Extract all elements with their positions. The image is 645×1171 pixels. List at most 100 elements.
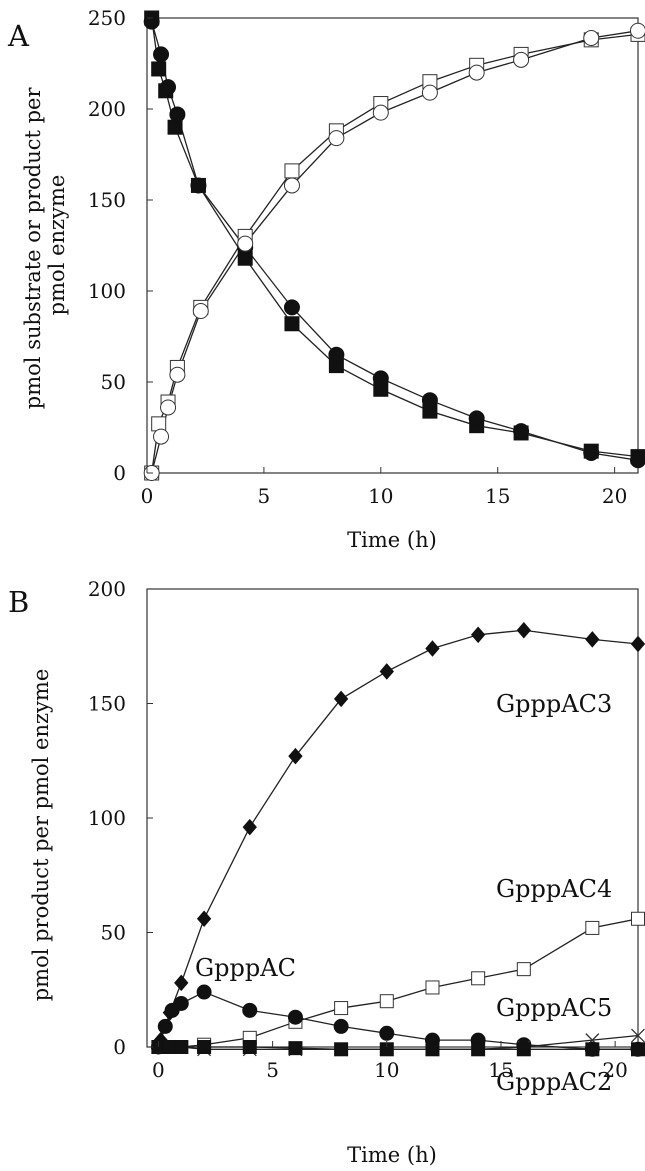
x-axis-label-b: Time (h) — [347, 1143, 437, 1167]
data-point-a-1-11 — [513, 423, 530, 440]
data-point-b-0-7 — [379, 663, 394, 680]
data-point-b-4-3 — [197, 1040, 212, 1054]
data-point-b-0-8 — [425, 640, 440, 657]
data-point-b-2-8 — [379, 1025, 395, 1041]
data-point-b-4-2 — [174, 1040, 189, 1054]
data-point-b-0-2 — [174, 974, 189, 992]
data-point-a-1-6 — [283, 299, 300, 316]
data-point-b-2-6 — [287, 1009, 303, 1025]
data-point-b-4-9 — [471, 1042, 486, 1057]
data-point-b-0-6 — [333, 690, 349, 708]
x-axis-label-a: Time (h) — [347, 528, 437, 552]
x-tick-label-b-3: 15 — [488, 1058, 513, 1082]
y-tick-label-a-5: 250 — [88, 6, 126, 30]
y-axis-label-a-line2: pmol enzyme — [45, 175, 69, 316]
y-tick-label-a-1: 50 — [101, 370, 126, 394]
y-tick-label-a-0: 0 — [113, 461, 126, 485]
data-point-a-3-12 — [583, 30, 600, 47]
data-point-a-3-8 — [372, 104, 389, 121]
y-tick-label-b-2: 100 — [88, 806, 126, 830]
panel-letter-b: B — [8, 585, 29, 619]
data-point-b-2-7 — [333, 1018, 349, 1034]
data-point-a-3-7 — [328, 130, 345, 147]
data-point-b-1-7 — [379, 994, 394, 1009]
data-point-b-4-11 — [585, 1042, 600, 1057]
data-point-a-1-7 — [328, 346, 345, 363]
data-point-a-3-2 — [160, 399, 177, 416]
x-tick-label-a-2: 10 — [368, 484, 393, 508]
x-tick-label-b-1: 5 — [266, 1058, 279, 1082]
data-point-b-0-10 — [516, 621, 531, 639]
data-point-a-2-1 — [151, 416, 167, 432]
data-point-a-3-11 — [513, 51, 530, 68]
data-point-a-3-9 — [421, 84, 438, 101]
panel-b: B 0 5 10 15 20 0 50 100 150 200 Time (h) pmol pr… — [8, 577, 645, 1167]
panel-a: A 0 5 10 15 20 0 50 100 150 200 250 Time (h) pmol… — [7, 6, 645, 552]
series-label-gpppac: GpppAC — [195, 954, 296, 982]
data-point-a-3-10 — [468, 64, 485, 81]
y-tick-label-a-4: 200 — [88, 97, 126, 121]
data-point-a-1-10 — [468, 410, 485, 427]
series-label-gpppac3: GpppAC3 — [496, 690, 612, 718]
data-point-b-4-8 — [425, 1042, 440, 1057]
data-point-b-1-8 — [425, 980, 440, 995]
y-tick-label-b-1: 50 — [101, 921, 126, 945]
data-point-a-3-13 — [630, 22, 645, 39]
y-tick-label-a-2: 100 — [88, 279, 126, 303]
data-point-b-4-5 — [288, 1041, 303, 1056]
data-point-a-3-3 — [169, 366, 186, 383]
series-line-a-0 — [151, 17, 639, 458]
data-point-b-4-10 — [516, 1042, 531, 1057]
x-tick-label-b-0: 0 — [152, 1058, 165, 1082]
series-label-gpppac5: GpppAC5 — [496, 994, 612, 1022]
data-point-b-3-12 — [631, 1028, 645, 1043]
y-axis-label-b: pmol product per pmol enzyme — [29, 669, 53, 1002]
y-axis-label-a-line1: pmol substrate or product per — [21, 87, 45, 410]
data-point-b-4-4 — [242, 1040, 257, 1054]
x-tick-label-b-4: 20 — [602, 1058, 627, 1082]
series-line-b-1 — [158, 918, 639, 1048]
data-point-a-3-1 — [153, 428, 170, 445]
data-point-b-1-6 — [334, 1001, 349, 1016]
data-point-a-3-6 — [283, 177, 300, 194]
data-point-b-4-6 — [334, 1042, 349, 1057]
data-point-a-0-3 — [167, 119, 183, 135]
data-point-b-1-10 — [516, 962, 531, 977]
series-line-a-1 — [151, 21, 639, 461]
series-label-gpppac2: GpppAC2 — [496, 1068, 612, 1096]
data-point-b-2-4 — [196, 984, 212, 1000]
data-point-a-0-6 — [284, 316, 300, 332]
data-point-a-0-1 — [151, 61, 167, 77]
panel-letter-a: A — [7, 19, 30, 53]
y-tick-label-b-0: 0 — [113, 1035, 126, 1059]
data-point-b-4-12 — [631, 1042, 645, 1057]
data-point-b-2-1 — [157, 1018, 173, 1034]
series-label-gpppac4: GpppAC4 — [496, 875, 612, 903]
data-point-a-1-0 — [143, 13, 160, 30]
data-point-a-1-12 — [583, 444, 600, 461]
x-tick-label-a-4: 20 — [602, 484, 627, 508]
data-point-b-1-12 — [631, 911, 645, 926]
data-point-a-1-1 — [153, 46, 170, 63]
data-point-b-2-5 — [242, 1002, 258, 1018]
data-point-a-1-2 — [160, 79, 177, 96]
data-point-b-0-4 — [242, 818, 257, 836]
plot-frame-a — [146, 17, 639, 474]
data-point-b-0-9 — [470, 626, 486, 644]
data-point-b-1-11 — [585, 920, 600, 935]
data-point-a-1-4 — [190, 177, 207, 194]
x-tick-label-a-1: 5 — [258, 484, 271, 508]
data-point-b-0-11 — [585, 631, 600, 648]
data-point-b-0-5 — [288, 747, 303, 765]
data-point-a-2-6 — [284, 163, 300, 179]
data-point-b-2-3 — [173, 995, 189, 1011]
data-point-a-1-9 — [421, 392, 438, 409]
data-point-b-0-12 — [630, 635, 645, 653]
x-tick-label-a-0: 0 — [141, 484, 154, 508]
y-tick-label-b-4: 200 — [88, 577, 126, 601]
y-tick-label-a-3: 150 — [88, 188, 126, 212]
data-point-a-3-4 — [192, 303, 209, 320]
x-tick-label-b-2: 10 — [374, 1058, 399, 1082]
y-tick-label-b-3: 150 — [88, 692, 126, 716]
